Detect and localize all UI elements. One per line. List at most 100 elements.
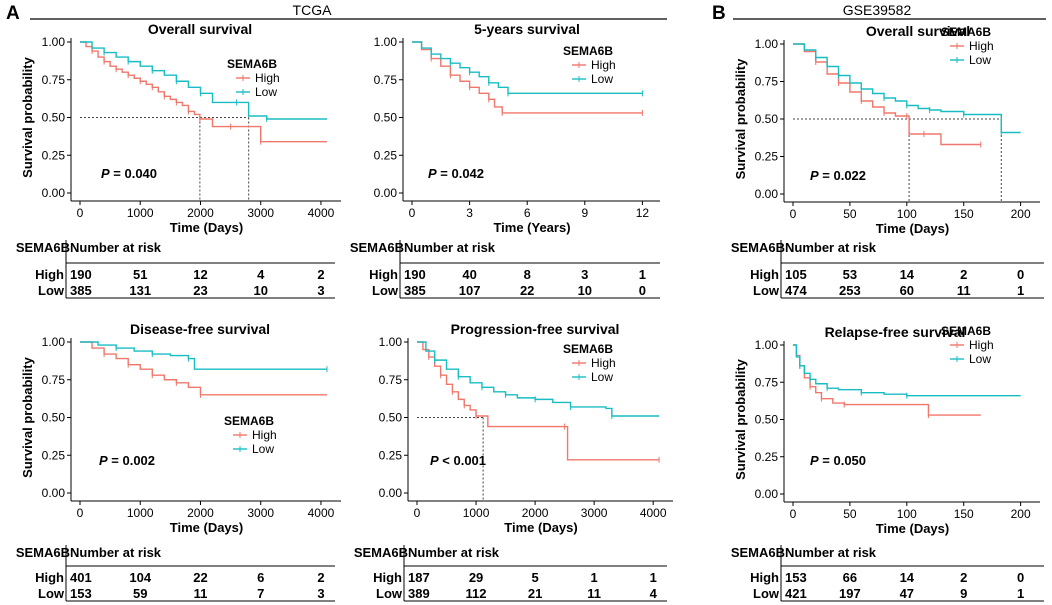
km-curve-low bbox=[80, 341, 327, 370]
risk-table: SEMA6B Number at risk High 190 51 12 4 2 Low 385 1… bbox=[16, 240, 335, 299]
chart-title: Relapse-free survival bbox=[825, 324, 966, 340]
x-tick-label: 4000 bbox=[308, 206, 335, 220]
y-tick-label: 1.00 bbox=[374, 35, 398, 49]
risk-count: 4 bbox=[650, 586, 658, 601]
km-curve-high bbox=[80, 341, 327, 396]
p-value-symbol: P bbox=[99, 453, 108, 468]
y-tick-label: 1.00 bbox=[42, 35, 66, 49]
y-axis-label: Survival probability bbox=[20, 356, 35, 477]
risk-count: 22 bbox=[520, 283, 534, 298]
risk-count: 385 bbox=[404, 283, 426, 298]
p-value-text: < 0.001 bbox=[439, 453, 486, 468]
y-tick-label: 0.50 bbox=[755, 413, 779, 427]
km-curve-low bbox=[80, 41, 327, 120]
x-tick-label: 0 bbox=[409, 206, 416, 220]
y-tick-label: 0.50 bbox=[379, 411, 403, 425]
risk-count: 421 bbox=[785, 586, 807, 601]
legend-label-high: High bbox=[969, 338, 994, 352]
legend-label-high: High bbox=[252, 428, 277, 442]
risk-table-subheader: Number at risk bbox=[70, 545, 162, 560]
risk-row-label-high: High bbox=[750, 570, 779, 585]
risk-table-subheader: Number at risk bbox=[404, 240, 496, 255]
legend-label-low: Low bbox=[252, 442, 274, 456]
risk-table-subheader: Number at risk bbox=[785, 240, 877, 255]
risk-table-header: SEMA6B bbox=[731, 545, 785, 560]
risk-count: 187 bbox=[408, 570, 430, 585]
risk-row-label-high: High bbox=[369, 267, 398, 282]
y-tick-label: 0.25 bbox=[755, 150, 779, 164]
x-tick-label: 50 bbox=[843, 207, 857, 221]
p-value-symbol: P bbox=[428, 166, 437, 181]
risk-count: 51 bbox=[133, 267, 147, 282]
y-tick-label: 0.75 bbox=[42, 373, 66, 387]
risk-table-header: SEMA6B bbox=[354, 545, 408, 560]
km-curve-low bbox=[417, 341, 660, 417]
legend-title: SEMA6B bbox=[563, 44, 613, 58]
risk-count: 3 bbox=[581, 267, 588, 282]
risk-count: 11 bbox=[194, 586, 208, 601]
panel-label-a: A bbox=[6, 3, 20, 24]
risk-row-label-low: Low bbox=[753, 586, 780, 601]
x-tick-label: 1000 bbox=[127, 206, 154, 220]
x-tick-label: 0 bbox=[414, 506, 421, 520]
risk-count: 0 bbox=[639, 283, 646, 298]
risk-count: 2 bbox=[317, 267, 324, 282]
p-value-symbol: P bbox=[810, 453, 819, 468]
p-value: P < 0.001 bbox=[430, 453, 486, 468]
risk-count: 112 bbox=[466, 586, 487, 601]
x-axis-label: Time (Days) bbox=[876, 521, 949, 536]
y-tick-label: 0.00 bbox=[755, 187, 779, 201]
risk-row-label-low: Low bbox=[376, 586, 403, 601]
y-tick-label: 0.50 bbox=[42, 111, 66, 125]
x-tick-label: 150 bbox=[954, 207, 974, 221]
risk-count: 190 bbox=[70, 267, 92, 282]
y-tick-label: 0.00 bbox=[374, 186, 398, 200]
chart-title: Overall survival bbox=[148, 21, 252, 37]
risk-count: 105 bbox=[785, 267, 807, 282]
p-value: P = 0.022 bbox=[810, 168, 866, 183]
risk-row-label-low: Low bbox=[38, 283, 65, 298]
risk-count: 14 bbox=[900, 570, 915, 585]
x-tick-label: 1000 bbox=[463, 506, 490, 520]
y-tick-label: 0.25 bbox=[755, 450, 779, 464]
x-tick-label: 4000 bbox=[640, 506, 667, 520]
km-panel-5: Progression-free survival 0.00 0.25 0.50 0.7… bbox=[354, 321, 673, 602]
y-tick-label: 0.00 bbox=[755, 487, 779, 501]
risk-count: 190 bbox=[404, 267, 426, 282]
y-tick-label: 0.25 bbox=[42, 148, 66, 162]
risk-count: 10 bbox=[578, 283, 592, 298]
x-tick-label: 2000 bbox=[187, 506, 214, 520]
x-tick-label: 3 bbox=[466, 206, 473, 220]
risk-count: 40 bbox=[462, 267, 476, 282]
x-tick-label: 3000 bbox=[247, 206, 274, 220]
risk-row-label-low: Low bbox=[372, 283, 399, 298]
x-tick-label: 12 bbox=[636, 206, 650, 220]
y-tick-label: 0.25 bbox=[42, 448, 66, 462]
risk-count: 389 bbox=[408, 586, 430, 601]
y-axis-label: Survival probability bbox=[733, 58, 748, 179]
risk-row-label-high: High bbox=[750, 267, 779, 282]
risk-count: 21 bbox=[528, 586, 542, 601]
x-tick-label: 4000 bbox=[308, 506, 335, 520]
km-panel-3: Overall survival 0.00 0.25 0.50 0.75 1.00 0 50 1… bbox=[731, 23, 1044, 299]
p-value: P = 0.050 bbox=[810, 453, 866, 468]
risk-count: 385 bbox=[70, 283, 92, 298]
risk-count: 3 bbox=[317, 586, 324, 601]
risk-count: 23 bbox=[193, 283, 207, 298]
risk-row-label-low: Low bbox=[753, 283, 780, 298]
p-value-text: = 0.002 bbox=[108, 453, 155, 468]
p-value: P = 0.040 bbox=[101, 166, 157, 181]
risk-table-header: SEMA6B bbox=[16, 545, 70, 560]
risk-count: 131 bbox=[129, 283, 151, 298]
risk-table: SEMA6B Number at risk High 153 66 14 2 0 Low 421 1… bbox=[731, 545, 1044, 602]
legend-label-low: Low bbox=[969, 53, 991, 67]
legend-title: SEMA6B bbox=[224, 414, 274, 428]
km-panel-1: Overall survival 0.00 0.25 0.50 0.75 1.00 0 100… bbox=[16, 21, 341, 299]
risk-count: 22 bbox=[193, 570, 207, 585]
x-tick-label: 100 bbox=[897, 507, 917, 521]
x-tick-label: 0 bbox=[790, 207, 797, 221]
km-panel-2: 5-years survival 0.00 0.25 0.50 0.75 1.00 0 3 6 9… bbox=[350, 21, 660, 299]
y-tick-label: 1.00 bbox=[379, 335, 403, 349]
x-tick-label: 50 bbox=[843, 507, 857, 521]
